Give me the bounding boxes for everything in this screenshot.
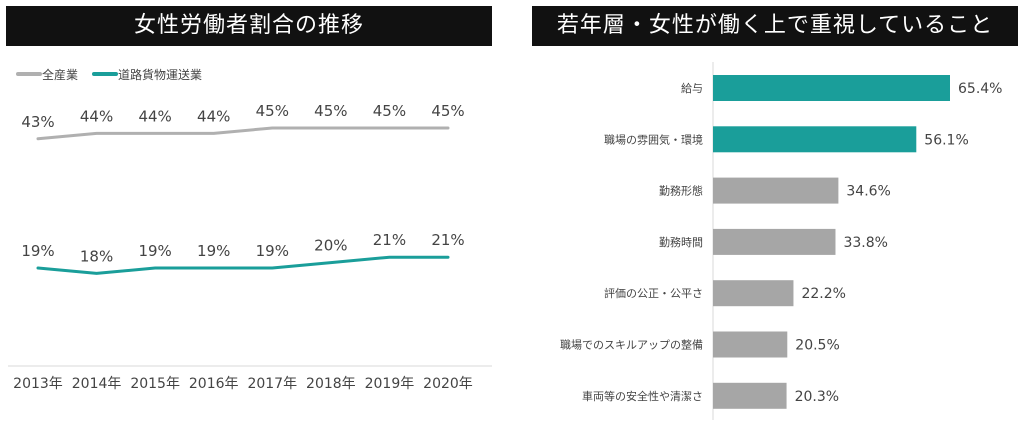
right-panel: 若年層・女性が働く上で重視していること 給与 65.4% 職場の雰囲気・環境 56.1… xyxy=(532,0,1024,436)
left-panel: 女性労働者割合の推移 全産業 道路貨物運送業 43% 44% 44% 44% 45% 45% 4… xyxy=(0,0,500,436)
bar-value-label-4: 22.2% xyxy=(801,286,845,302)
bar-0 xyxy=(713,75,950,101)
bar-value-label-3: 33.8% xyxy=(843,235,887,251)
x-tick-label-7: 2020年 xyxy=(423,376,473,392)
bar-1 xyxy=(713,126,917,153)
category-label-1: 職場の雰囲気・環境 xyxy=(604,132,703,146)
category-label-6: 車両等の安全性や清潔さ xyxy=(582,389,703,403)
data-label-0-0: 43% xyxy=(21,113,54,131)
bar-value-label-2: 34.6% xyxy=(846,184,890,200)
data-label-0-2: 44% xyxy=(138,107,171,125)
bar-5 xyxy=(713,331,788,358)
data-label-0-6: 45% xyxy=(373,102,406,120)
data-label-0-1: 44% xyxy=(80,107,113,125)
data-label-1-5: 20% xyxy=(314,237,347,255)
data-label-1-0: 19% xyxy=(21,242,54,260)
bar-4 xyxy=(713,280,794,307)
x-tick-label-6: 2019年 xyxy=(365,376,415,392)
category-label-4: 評価の公正・公平さ xyxy=(604,286,703,300)
data-label-0-4: 45% xyxy=(256,102,289,120)
bar-6 xyxy=(713,382,787,409)
legend-label-1: 道路貨物運送業 xyxy=(118,67,202,82)
left-chart-title: 女性労働者割合の推移 xyxy=(6,6,492,46)
bar-value-label-6: 20.3% xyxy=(795,389,839,405)
data-label-1-7: 21% xyxy=(431,231,464,249)
bar-value-label-5: 20.5% xyxy=(795,338,839,354)
bar-2 xyxy=(713,177,839,204)
series-line-0 xyxy=(36,126,450,141)
category-label-3: 勤務時間 xyxy=(659,235,703,249)
data-label-0-7: 45% xyxy=(431,102,464,120)
x-tick-label-1: 2014年 xyxy=(72,376,122,392)
line-chart: 全産業 道路貨物運送業 43% 44% 44% 44% 45% 45% 45% 45% 19% 18%… xyxy=(8,67,492,392)
legend-label-0: 全産業 xyxy=(42,67,78,82)
x-tick-label-3: 2016年 xyxy=(189,376,239,392)
category-label-2: 勤務形態 xyxy=(659,184,703,198)
x-tick-label-4: 2017年 xyxy=(247,376,297,392)
bar-value-label-1: 56.1% xyxy=(924,132,968,148)
x-tick-label-2: 2015年 xyxy=(130,376,180,392)
category-label-5: 職場でのスキルアップの整備 xyxy=(560,338,703,352)
bar-3 xyxy=(713,228,836,255)
data-label-0-3: 44% xyxy=(197,107,230,125)
data-label-0-5: 45% xyxy=(314,102,347,120)
series-line-1 xyxy=(36,255,450,275)
x-tick-label-0: 2013年 xyxy=(13,376,63,392)
category-label-0: 給与 xyxy=(681,81,703,95)
data-label-1-4: 19% xyxy=(256,242,289,260)
data-label-1-2: 19% xyxy=(138,242,171,260)
bar-value-label-0: 65.4% xyxy=(958,81,1002,97)
data-label-1-3: 19% xyxy=(197,242,230,260)
right-chart-title: 若年層・女性が働く上で重視していること xyxy=(532,6,1018,46)
data-label-1-1: 18% xyxy=(80,247,113,265)
bar-chart: 給与 65.4% 職場の雰囲気・環境 56.1% 勤務形態 34.6% 勤務時間 33.8% 評… xyxy=(560,62,1002,420)
x-tick-label-5: 2018年 xyxy=(306,376,356,392)
data-label-1-6: 21% xyxy=(373,231,406,249)
